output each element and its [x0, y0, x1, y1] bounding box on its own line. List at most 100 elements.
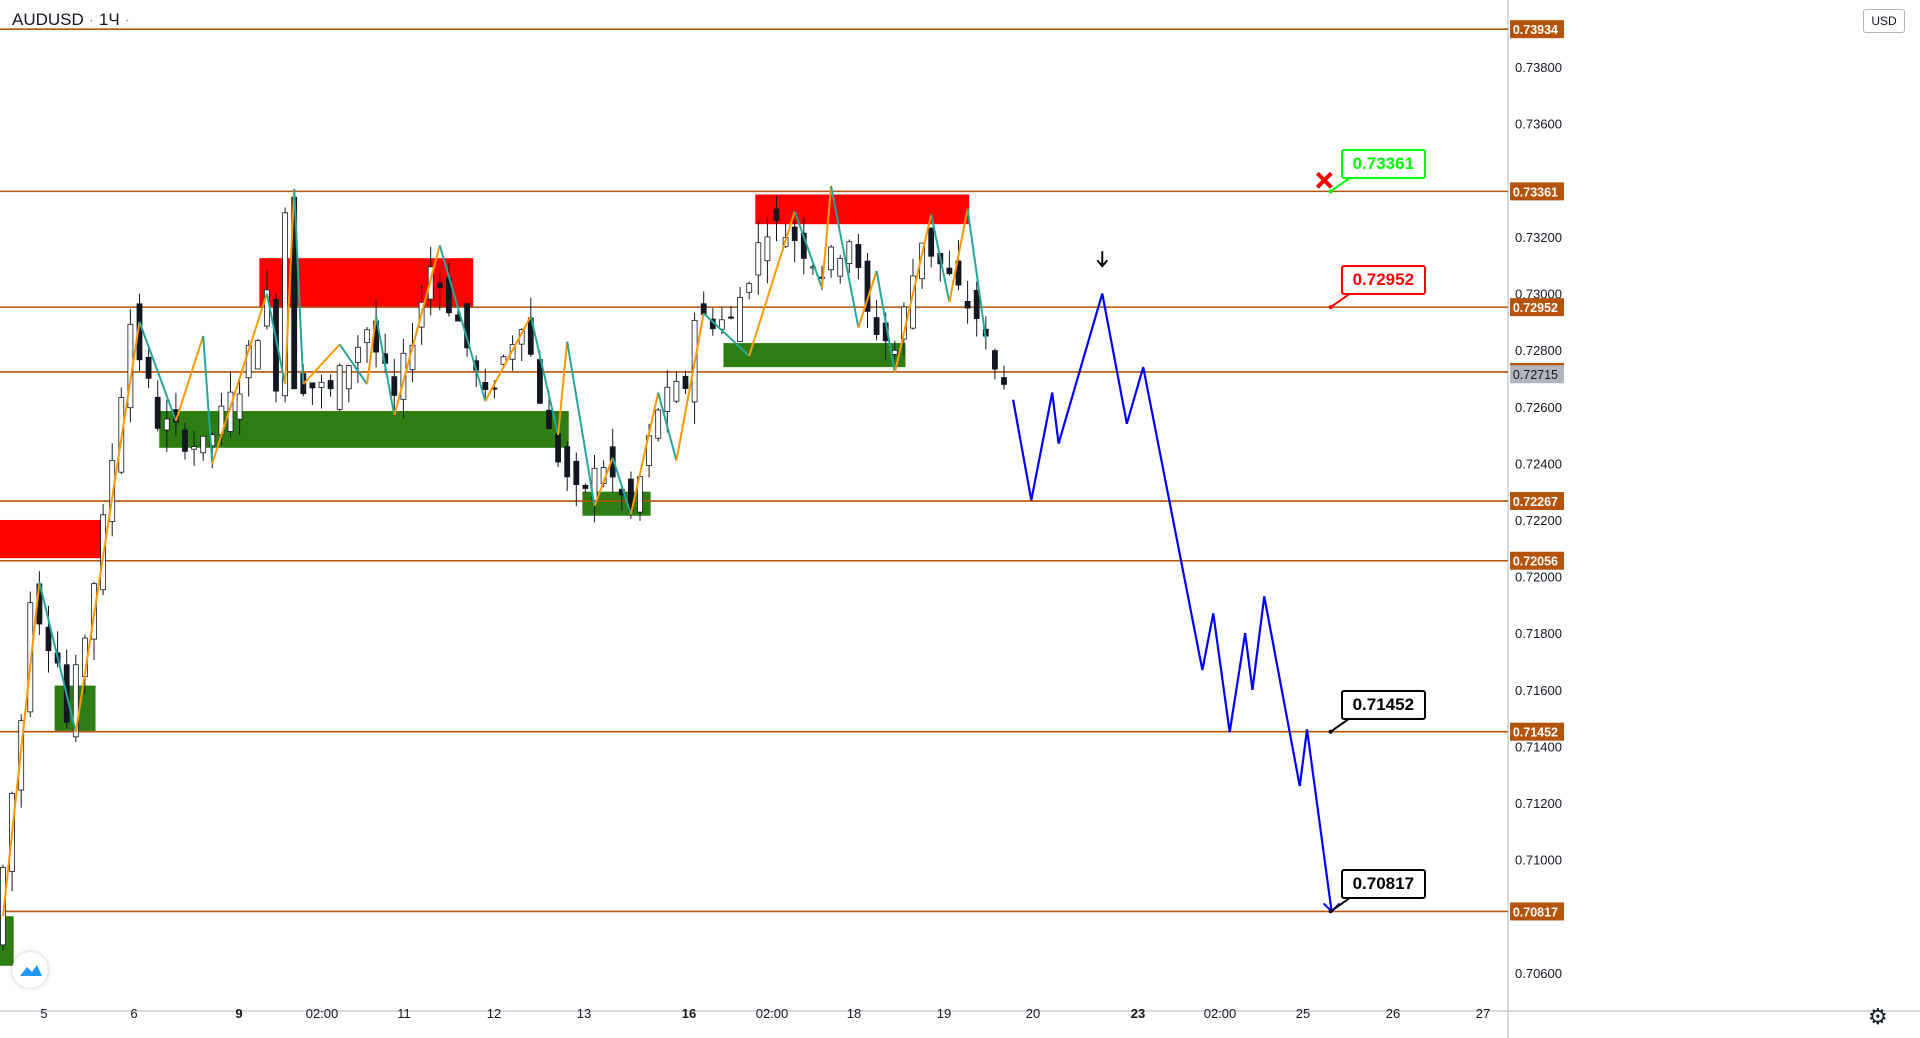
candle-body: [928, 227, 935, 257]
price-callout[interactable]: 0.73361: [1340, 149, 1427, 180]
y-tick-label: 0.72200: [1515, 513, 1562, 528]
logo-glyph: [20, 965, 42, 976]
zigzag-segment: [529, 315, 560, 436]
y-tick-label: 0.71800: [1515, 626, 1562, 641]
x-tick-label: 27: [1476, 1006, 1490, 1021]
candle-body: [864, 260, 871, 312]
candle-body: [145, 356, 152, 379]
candle-body: [773, 208, 780, 221]
candle-body: [245, 344, 252, 379]
zigzag-segment: [375, 316, 396, 416]
x-tick-label: 6: [130, 1006, 137, 1021]
candle-body: [682, 375, 689, 389]
candle-body: [728, 316, 734, 319]
level-price-tag: [1510, 722, 1564, 741]
callout-connector: [1330, 292, 1352, 308]
candle-body: [546, 409, 552, 430]
candle-body: [764, 236, 771, 262]
zigzag-segment: [438, 245, 487, 402]
y-tick-label: 0.73200: [1515, 230, 1562, 245]
zigzag-segment: [557, 341, 569, 436]
zigzag-segment: [793, 211, 823, 289]
candle-body: [400, 352, 407, 400]
level-price-label: 0.72952: [1513, 301, 1558, 315]
zigzag-segment: [566, 341, 596, 506]
candle-body: [163, 418, 170, 431]
level-price-label: 0.72267: [1513, 495, 1558, 509]
candle-body: [45, 626, 52, 652]
resistance-zone: [0, 519, 105, 559]
y-tick-label: 0.72600: [1515, 400, 1562, 415]
candle-body: [482, 381, 489, 390]
level-price-tag: [1510, 492, 1564, 511]
level-price-label: 0.73361: [1513, 185, 1558, 199]
x-tick-label: 13: [577, 1006, 591, 1021]
symbol-title[interactable]: AUDUSD · 1Ч ·: [12, 10, 131, 29]
callout-connector: [1330, 716, 1352, 733]
x-tick-label: 12: [487, 1006, 501, 1021]
candle-body: [964, 301, 971, 309]
candle-body: [828, 246, 834, 271]
level-price-tag: [1510, 902, 1564, 921]
level-price-label: 0.71452: [1513, 726, 1558, 740]
x-tick-label: 5: [40, 1006, 47, 1021]
price-callout[interactable]: 0.71452: [1340, 689, 1427, 720]
callout-dot: [1328, 305, 1333, 310]
x-tick-label: 26: [1386, 1006, 1400, 1021]
level-price-label: 0.73934: [1513, 23, 1558, 37]
candle-body: [254, 340, 261, 370]
y-tick-label: 0.71000: [1515, 853, 1562, 868]
candle-body: [182, 429, 188, 452]
down-arrow-head: [1096, 259, 1109, 268]
zigzag-segment: [875, 270, 896, 373]
zigzag-segment: [202, 335, 214, 464]
candle-body: [837, 257, 844, 277]
candle-body: [700, 303, 707, 315]
candle-body: [555, 433, 561, 463]
y-tick-label: 0.70600: [1515, 966, 1562, 981]
zigzag-segment: [893, 214, 933, 374]
current-price-label: 0.72715: [1513, 368, 1558, 382]
zigzag-segment: [948, 208, 969, 303]
x-tick-label: 18: [847, 1006, 861, 1021]
interval-label[interactable]: 1Ч: [98, 10, 120, 29]
x-tick-label: 19: [937, 1006, 951, 1021]
tradingview-cloud-icon[interactable]: [12, 952, 48, 988]
candle-body: [436, 282, 443, 289]
zigzag-segment: [657, 392, 678, 461]
zigzag-segment: [284, 188, 296, 385]
candle-body: [200, 435, 207, 454]
candle-body: [327, 380, 334, 390]
zigzag-segment: [211, 293, 268, 464]
candle-body: [72, 664, 79, 738]
level-price-label: 0.72056: [1513, 555, 1558, 569]
x-tick-label: 23: [1131, 1006, 1145, 1021]
callout-connector: [1330, 176, 1352, 193]
candle-body: [318, 381, 325, 388]
candle-body: [673, 380, 680, 402]
zigzag-segment: [302, 343, 341, 385]
resistance-zone: [755, 194, 970, 225]
candle-body: [755, 242, 762, 276]
zigzag-segment: [484, 315, 532, 402]
price-callout[interactable]: 0.70817: [1340, 869, 1427, 900]
zigzag-segment: [293, 188, 305, 385]
gear-icon[interactable]: ⚙: [1868, 1004, 1888, 1029]
candle-body: [109, 460, 116, 522]
zigzag-segment: [821, 185, 833, 288]
candle-body: [345, 365, 352, 390]
zigzag-segment: [930, 214, 951, 303]
callout-dot: [1328, 909, 1333, 914]
candle-body: [791, 226, 798, 241]
y-tick-label: 0.72400: [1515, 456, 1562, 471]
price-callout[interactable]: 0.72952: [1340, 265, 1427, 296]
level-price-tag: [1510, 298, 1564, 317]
symbol-name: AUDUSD: [12, 10, 84, 29]
candle-body: [309, 382, 316, 389]
candle-body: [582, 484, 589, 489]
currency-badge[interactable]: USD: [1863, 9, 1905, 33]
zigzag-segment: [2, 582, 41, 917]
level-price-tag: [1510, 20, 1564, 39]
